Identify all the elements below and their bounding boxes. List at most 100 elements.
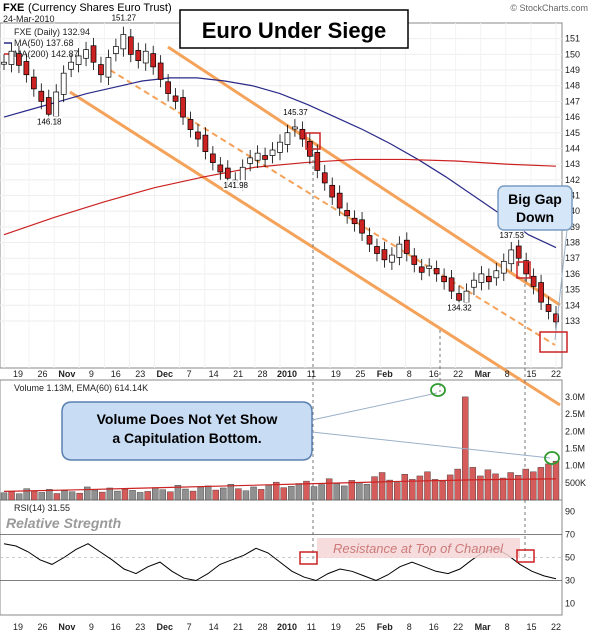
volume-ema-line [3,478,557,493]
volume-bar [121,489,129,501]
volume-bar [288,486,295,501]
price-label: 151.27 [112,13,137,22]
candle-down [381,249,388,261]
rsi-line [3,543,557,582]
volume-bar [439,480,446,501]
volume-bar [68,491,76,501]
x-tick-label-bottom: 22 [453,622,463,632]
price-tick-label: 151 [565,34,580,44]
price-label: 145.37 [283,108,308,117]
price-label: 146.18 [37,117,62,126]
volume-bar [114,490,121,501]
candle-up [269,149,276,156]
x-tick-label-top: 22 [551,369,561,379]
x-tick-label-bottom: 9 [89,622,94,632]
candle-down [210,153,216,163]
watermark: © StockCharts.com [510,3,588,13]
x-tick-label-bottom: Dec [156,622,173,632]
volume-bar [341,485,348,501]
volume-bar [356,482,363,501]
volume-bar [424,471,431,501]
volume-bar [409,479,416,501]
volume-bar [152,487,159,501]
ticker-description: (Currency Shares Euro Trust) [28,2,172,14]
volume-bar [174,485,182,501]
candle-up [105,57,112,78]
x-tick-label-bottom: 2010 [277,622,297,632]
candle-down [38,90,45,102]
price-tick-label: 139 [565,222,580,232]
volume-bar [514,475,522,501]
candle-up [1,61,7,65]
candle-up [426,265,433,269]
ma50-line [3,77,557,249]
price-tick-label: 147 [565,96,580,106]
price-label-bg [447,302,473,313]
price-label-bg [499,229,525,240]
volume-bar [371,476,378,501]
candle-up [389,254,395,263]
volume-bar [295,483,303,501]
candle-down [150,53,157,68]
x-axis-labels: 19 19 26 26 Nov Nov 9 9 16 16 23 23 Dec Dec 7 7 14 14 21 21… [13,369,561,632]
moving-averages [3,77,557,249]
rsi-tick-label: 30 [565,576,575,586]
price-tick-label: 144 [565,143,580,153]
volume-bar [0,492,8,501]
volume-bar [273,481,280,501]
volume-bar [220,487,227,501]
price-tick-label: 142 [565,175,580,185]
volume-bar [106,487,114,501]
candle-down [135,50,142,61]
x-tick-label-top: 9 [89,369,94,379]
candle-down [523,260,530,275]
price-label: 134.32 [447,303,472,312]
gap-highlight-box [539,331,568,353]
x-tick-label-bottom: 28 [258,622,268,632]
candle-up [478,273,485,283]
price-tick-label: 145 [565,128,580,138]
volume-bar [492,473,499,501]
volume-bar [484,469,492,501]
price-tick-label: 138 [565,238,580,248]
x-tick-label-bottom: 26 [37,622,47,632]
candle-down [16,53,22,66]
candle-down [418,266,425,273]
volume-bar [8,491,15,501]
channel-upper [167,45,561,307]
price-tick-label: 136 [565,269,580,279]
candle-up [463,290,470,303]
gap-callout-pointer [554,229,568,341]
volume-bar [394,482,401,501]
x-tick-label-bottom: 19 [331,622,341,632]
x-tick-label-bottom: 7 [187,622,192,632]
volume-bar [378,472,386,501]
volume-bar [431,479,439,501]
price-label-bg [111,12,137,23]
x-tick-label-bottom: 16 [429,622,439,632]
volume-bar [129,490,136,501]
candle-down [336,192,343,209]
candle-down [515,245,522,259]
volume-bar [499,477,507,501]
candle-down [262,155,268,160]
volume-legend: Volume 1.13M, EMA(60) 614.14K [14,383,148,393]
volume-callout [61,401,313,461]
candle-down [98,64,104,76]
volume-bar [522,468,529,501]
x-tick-label-bottom: 16 [111,622,121,632]
candle-up [8,50,15,65]
title-box [179,9,409,49]
high-137-box [516,261,531,279]
price-tick-label: 134 [565,300,580,310]
volume-bar [250,486,257,501]
y-axis-labels: 1331341351361371381391401411421431441451… [565,34,580,326]
candle-up [53,91,60,117]
volume-bar [136,492,144,501]
volume-bar [46,489,53,501]
gap-callout-line1: Big Gap [508,191,562,207]
price-label: 141.98 [224,181,249,190]
x-tick-label-top: 16 [429,369,439,379]
x-tick-label-top: Dec [156,369,173,379]
